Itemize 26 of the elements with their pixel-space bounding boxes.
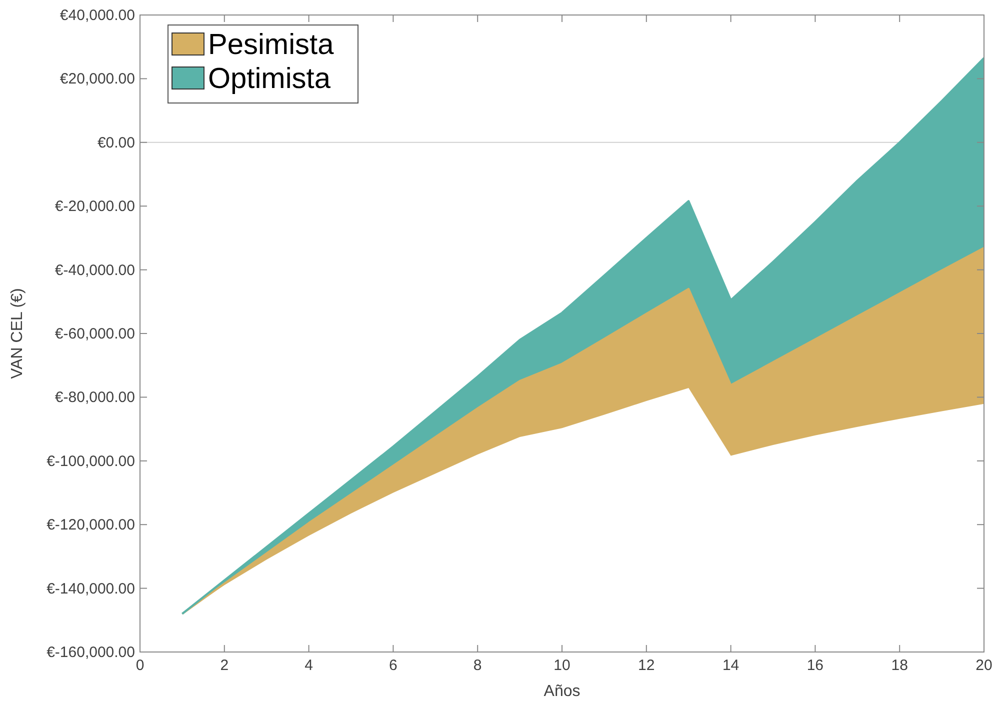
x-tick-label: 4 [304, 657, 313, 674]
y-tick-label: €20,000.00 [60, 70, 135, 88]
y-tick-label: €-160,000.00 [46, 644, 135, 661]
y-axis-title: VAN CEL (€) [9, 288, 26, 379]
x-tick-label: 12 [638, 657, 655, 674]
x-tick-label: 18 [891, 657, 908, 674]
y-tick-label: €-40,000.00 [54, 262, 135, 279]
y-tick-label: €0.00 [97, 134, 135, 152]
y-tick-label: €-80,000.00 [54, 389, 135, 406]
y-tick-label: €-60,000.00 [54, 326, 135, 342]
y-tick-label: €-120,000.00 [46, 516, 135, 534]
y-tick-label: €-20,000.00 [54, 198, 135, 216]
x-axis-title: Años [544, 683, 580, 700]
x-tick-label: 2 [220, 657, 229, 674]
x-tick-label: 0 [136, 657, 144, 674]
x-tick-label: 8 [473, 657, 482, 674]
y-tick-label: €-100,000.00 [46, 452, 135, 470]
x-tick-label: 16 [806, 657, 824, 674]
y-tick-label: €-140,000.00 [46, 580, 135, 598]
legend-label: Optimista [208, 63, 332, 95]
x-tick-label: 10 [554, 657, 570, 674]
y-tick-label: €40,000.00 [60, 7, 135, 24]
x-tick-label: 6 [389, 657, 398, 674]
x-tick-label: 20 [976, 657, 992, 674]
legend-label: Pesimista [208, 29, 335, 61]
x-tick-label: 14 [722, 657, 740, 674]
